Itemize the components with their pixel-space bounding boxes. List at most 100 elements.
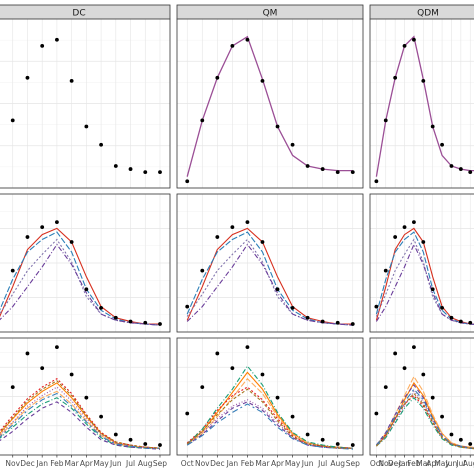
observed-point	[374, 411, 379, 416]
observed-point	[128, 167, 133, 171]
observed-point	[275, 287, 280, 292]
panel-border	[369, 337, 474, 456]
x-tick-label-oct: Oct	[181, 459, 194, 468]
observed-point	[40, 43, 45, 48]
observed-point	[290, 142, 295, 147]
x-tick-label-may: May	[93, 459, 109, 468]
observed-point	[84, 124, 89, 129]
observed-point	[215, 75, 220, 80]
observed-point	[128, 319, 133, 324]
x-tick-label-mar: Mar	[255, 459, 270, 468]
observed-point	[421, 372, 426, 377]
x-tick-label-feb: Feb	[50, 459, 64, 468]
observed-point	[383, 385, 388, 390]
observed-point	[55, 345, 59, 350]
observed-point	[245, 37, 250, 42]
panel-border	[369, 193, 474, 333]
series-line-8	[375, 392, 474, 450]
x-tick-label-jun: Jun	[445, 459, 458, 468]
x-tick-label-aug: Aug	[138, 459, 153, 468]
observed-point	[215, 235, 220, 239]
panel-border	[0, 337, 171, 456]
panel-r2-qm	[176, 193, 364, 333]
observed-point	[449, 164, 454, 168]
series-line-8	[186, 388, 353, 449]
observed-point	[305, 315, 310, 320]
observed-point	[421, 78, 426, 83]
observed-point	[113, 315, 118, 320]
x-tick-label-nov: Nov	[378, 459, 393, 468]
panel-r1-qm	[176, 18, 364, 189]
observed-point	[40, 366, 45, 371]
observed-point	[143, 170, 148, 175]
x-tick-label-mar: Mar	[65, 459, 80, 468]
observed-point	[25, 235, 30, 239]
observed-point	[430, 124, 435, 129]
observed-point	[185, 411, 190, 416]
series-line-5	[0, 401, 161, 450]
x-tick-label-jul: Jul	[317, 459, 327, 468]
observed-point	[25, 75, 30, 80]
observed-point	[430, 395, 435, 400]
observed-point	[412, 345, 416, 350]
x-tick-label-nov: Nov	[5, 459, 20, 468]
facet-label-qm: QM	[263, 9, 278, 19]
facet-label-qdm: QDM	[417, 9, 439, 19]
observed-point	[99, 305, 103, 310]
x-tick-label-apr: Apr	[426, 459, 440, 468]
x-tick-label-may: May	[285, 459, 301, 468]
series-line-4	[0, 243, 161, 326]
observed-point	[69, 372, 74, 377]
x-tick-label-dec: Dec	[388, 459, 403, 468]
x-tick-label-sep: Sep	[346, 459, 360, 468]
observed-point	[215, 351, 220, 356]
x-tick-label-aug: Aug	[463, 459, 474, 468]
series-line-5	[186, 401, 353, 449]
observed-point	[402, 43, 407, 48]
observed-point	[468, 320, 473, 325]
observed-point	[128, 437, 133, 442]
panel-r1-qdm	[369, 18, 474, 189]
observed-point	[320, 437, 325, 442]
series-line-1	[186, 35, 353, 177]
series-line-4	[0, 397, 160, 449]
observed-point	[113, 164, 118, 168]
observed-point	[99, 414, 103, 419]
observed-point	[10, 118, 15, 123]
x-tick-label-jan: Jan	[226, 459, 239, 468]
observed-point	[440, 414, 444, 419]
observed-point	[143, 320, 148, 325]
observed-point	[185, 179, 190, 184]
x-tick-label-oct: Oct	[370, 459, 383, 468]
observed-point	[200, 385, 205, 390]
observed-point	[260, 240, 265, 244]
x-tick-label-sep: Sep	[153, 459, 167, 468]
observed-point	[84, 395, 89, 400]
series-line-7	[186, 403, 353, 450]
observed-point	[230, 225, 235, 230]
observed-point	[393, 351, 398, 356]
observed-point	[55, 220, 59, 225]
observed-point	[468, 442, 473, 446]
panel-r1-dc	[0, 18, 171, 189]
observed-point	[335, 320, 340, 325]
x-tick-label-dec: Dec	[210, 459, 225, 468]
observed-point	[158, 170, 162, 175]
panel-border	[176, 18, 364, 189]
observed-point	[290, 414, 295, 419]
observed-point	[412, 37, 416, 42]
x-tick-label-jan: Jan	[35, 459, 48, 468]
observed-point	[350, 170, 355, 175]
series-line-8	[0, 380, 161, 449]
observed-point	[335, 170, 340, 175]
observed-point	[40, 225, 45, 230]
panel-border	[369, 18, 474, 189]
observed-point	[245, 345, 250, 350]
observed-point	[449, 315, 454, 320]
observed-point	[335, 442, 340, 446]
panel-r3-dc: Nov Dec Jan Feb Mar Apr May Jun Jul Aug Sep	[0, 337, 171, 468]
observed-point	[275, 124, 280, 129]
series-line-3	[186, 238, 353, 326]
observed-point	[230, 366, 235, 371]
